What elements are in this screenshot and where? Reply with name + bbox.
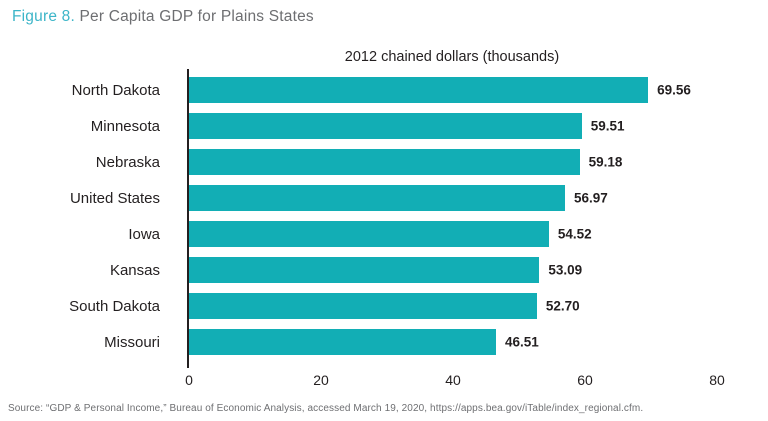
value-label: 69.56 <box>657 82 691 98</box>
bar-row: Minnesota 59.51 <box>10 108 768 144</box>
value-label: 46.51 <box>504 334 539 350</box>
bar-track: 59.51 <box>189 113 717 139</box>
value-label: 52.70 <box>545 298 580 314</box>
bar-row: Iowa 54.52 <box>10 216 768 252</box>
bar-track: 54.52 <box>189 221 717 247</box>
bar-track: 53.09 <box>189 257 717 283</box>
bar-row: Missouri 46.51 <box>10 324 768 360</box>
x-tick-label: 60 <box>577 372 593 388</box>
x-tick-label: 0 <box>185 372 193 388</box>
x-axis-ticks: 0 20 40 60 80 <box>185 370 725 394</box>
category-label: Iowa <box>128 225 160 243</box>
figure-title: Figure 8. Per Capita GDP for Plains Stat… <box>12 8 768 26</box>
value-label: 56.97 <box>574 190 608 206</box>
value-label: 53.09 <box>548 262 583 278</box>
figure-title-text: Per Capita GDP for Plains States <box>74 8 314 25</box>
value-label: 54.52 <box>557 226 592 242</box>
bar-track: 52.70 <box>189 293 717 319</box>
figure-number: Figure 8. <box>12 8 75 25</box>
bar-track: 46.51 <box>189 329 717 355</box>
category-label: Minnesota <box>90 117 160 135</box>
value-label: 59.51 <box>590 118 625 134</box>
bar-row: Nebraska 59.18 <box>10 144 768 180</box>
value-label: 59.18 <box>588 154 623 170</box>
y-axis-line <box>187 69 189 368</box>
bar <box>189 221 549 247</box>
bar <box>189 77 649 103</box>
category-label: Kansas <box>109 261 160 279</box>
plot-area: North Dakota 69.56 Minnesota 59.51 Nebraska 5… <box>10 69 768 368</box>
bar <box>189 257 540 283</box>
x-tick-label: 80 <box>709 372 725 388</box>
bar-row: South Dakota 52.70 <box>10 288 768 324</box>
x-tick-label: 40 <box>445 372 461 388</box>
bar <box>189 329 496 355</box>
bar-track: 69.56 <box>189 77 717 103</box>
bar <box>189 185 565 211</box>
bar-row: Kansas 53.09 <box>10 252 768 288</box>
bar-chart: 2012 chained dollars (thousands) North D… <box>10 49 768 394</box>
bar-track: 59.18 <box>189 149 717 175</box>
bar-rows: North Dakota 69.56 Minnesota 59.51 Nebraska 5… <box>10 72 768 360</box>
source-note: Source: “GDP & Personal Income,” Bureau … <box>8 403 644 414</box>
bar-row: United States 56.97 <box>10 180 768 216</box>
bar-row: North Dakota 69.56 <box>10 72 768 108</box>
category-label: South Dakota <box>69 297 160 315</box>
category-label: Nebraska <box>95 153 160 171</box>
bar <box>189 293 537 319</box>
x-tick-label: 20 <box>313 372 329 388</box>
category-label: United States <box>69 189 160 207</box>
category-label: Missouri <box>104 333 160 351</box>
category-label: North Dakota <box>71 81 160 99</box>
bar <box>189 113 582 139</box>
chart-subtitle: 2012 chained dollars (thousands) <box>344 49 560 65</box>
bar-track: 56.97 <box>189 185 717 211</box>
bar <box>189 149 580 175</box>
